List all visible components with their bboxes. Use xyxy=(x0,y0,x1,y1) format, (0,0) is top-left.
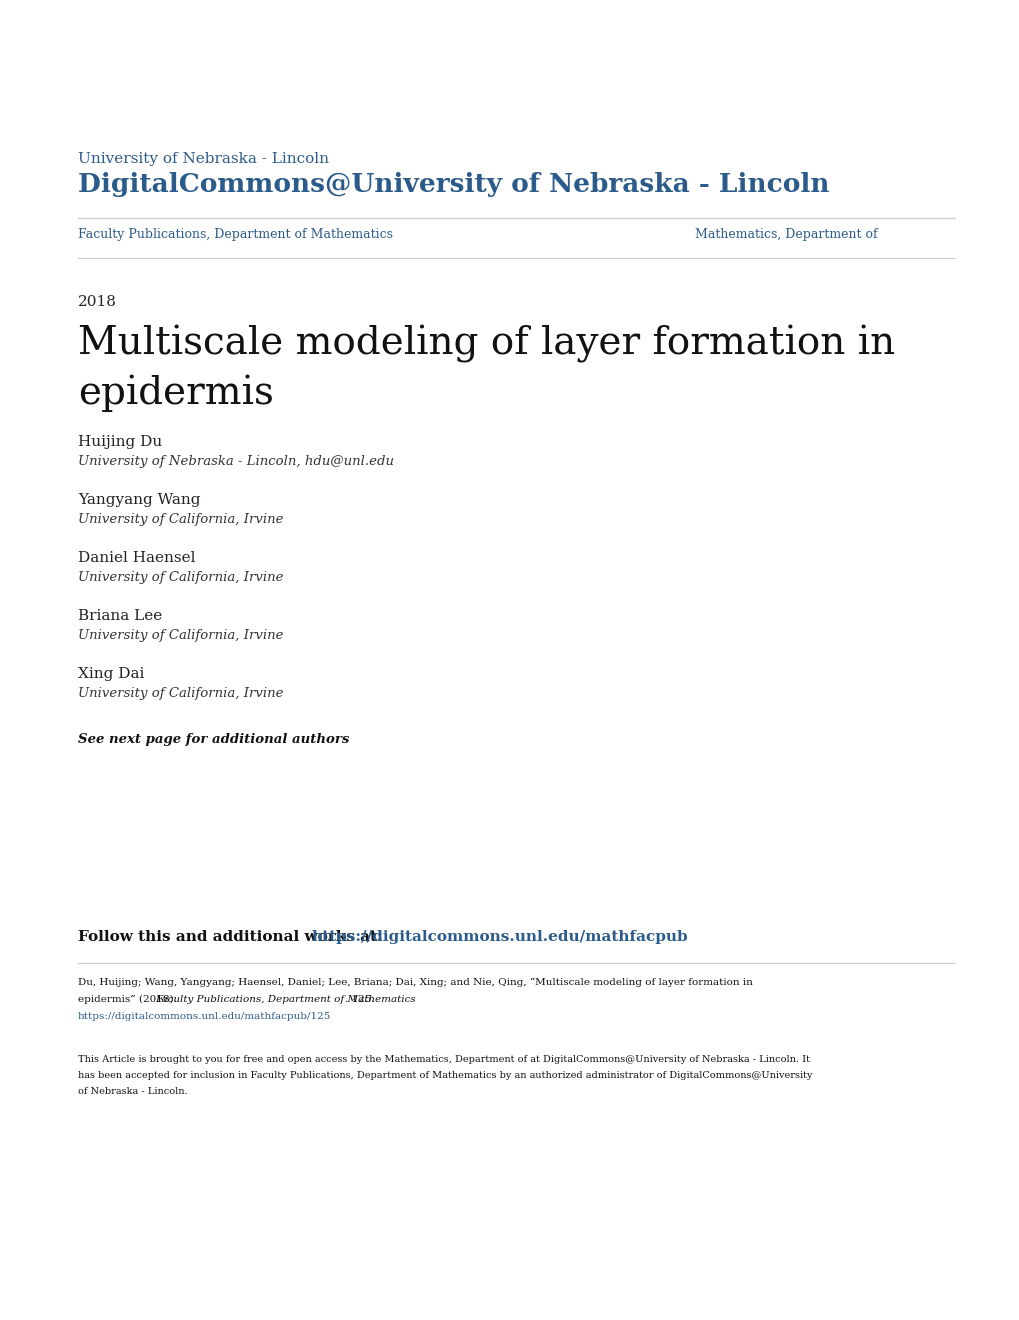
Text: epidermis” (2018).: epidermis” (2018). xyxy=(77,995,180,1005)
Text: Multiscale modeling of layer formation in: Multiscale modeling of layer formation i… xyxy=(77,325,895,363)
Text: Xing Dai: Xing Dai xyxy=(77,667,145,681)
Text: has been accepted for inclusion in Faculty Publications, Department of Mathemati: has been accepted for inclusion in Facul… xyxy=(77,1071,812,1080)
Text: University of California, Irvine: University of California, Irvine xyxy=(77,686,283,700)
Text: Faculty Publications, Department of Mathematics: Faculty Publications, Department of Math… xyxy=(77,228,392,242)
Text: Mathematics, Department of: Mathematics, Department of xyxy=(694,228,876,242)
Text: Faculty Publications, Department of Mathematics: Faculty Publications, Department of Math… xyxy=(155,995,416,1005)
Text: University of California, Irvine: University of California, Irvine xyxy=(77,572,283,583)
Text: 2018: 2018 xyxy=(77,294,117,309)
Text: This Article is brought to you for free and open access by the Mathematics, Depa: This Article is brought to you for free … xyxy=(77,1055,809,1064)
Text: University of California, Irvine: University of California, Irvine xyxy=(77,630,283,642)
Text: University of California, Irvine: University of California, Irvine xyxy=(77,513,283,525)
Text: Briana Lee: Briana Lee xyxy=(77,609,162,623)
Text: Huijing Du: Huijing Du xyxy=(77,436,162,449)
Text: https://digitalcommons.unl.edu/mathfacpub: https://digitalcommons.unl.edu/mathfacpu… xyxy=(311,931,687,944)
Text: Follow this and additional works at:: Follow this and additional works at: xyxy=(77,931,387,944)
Text: Daniel Haensel: Daniel Haensel xyxy=(77,550,196,565)
Text: University of Nebraska - Lincoln: University of Nebraska - Lincoln xyxy=(77,152,329,166)
Text: Yangyang Wang: Yangyang Wang xyxy=(77,492,201,507)
Text: https://digitalcommons.unl.edu/mathfacpub/125: https://digitalcommons.unl.edu/mathfacpu… xyxy=(77,1012,331,1020)
Text: Du, Huijing; Wang, Yangyang; Haensel, Daniel; Lee, Briana; Dai, Xing; and Nie, Q: Du, Huijing; Wang, Yangyang; Haensel, Da… xyxy=(77,978,752,987)
Text: of Nebraska - Lincoln.: of Nebraska - Lincoln. xyxy=(77,1086,187,1096)
Text: DigitalCommons@University of Nebraska - Lincoln: DigitalCommons@University of Nebraska - … xyxy=(77,172,828,197)
Text: epidermis: epidermis xyxy=(77,375,274,412)
Text: University of Nebraska - Lincoln, hdu@unl.edu: University of Nebraska - Lincoln, hdu@un… xyxy=(77,455,393,469)
Text: See next page for additional authors: See next page for additional authors xyxy=(77,733,350,746)
Text: . 125.: . 125. xyxy=(345,995,375,1005)
